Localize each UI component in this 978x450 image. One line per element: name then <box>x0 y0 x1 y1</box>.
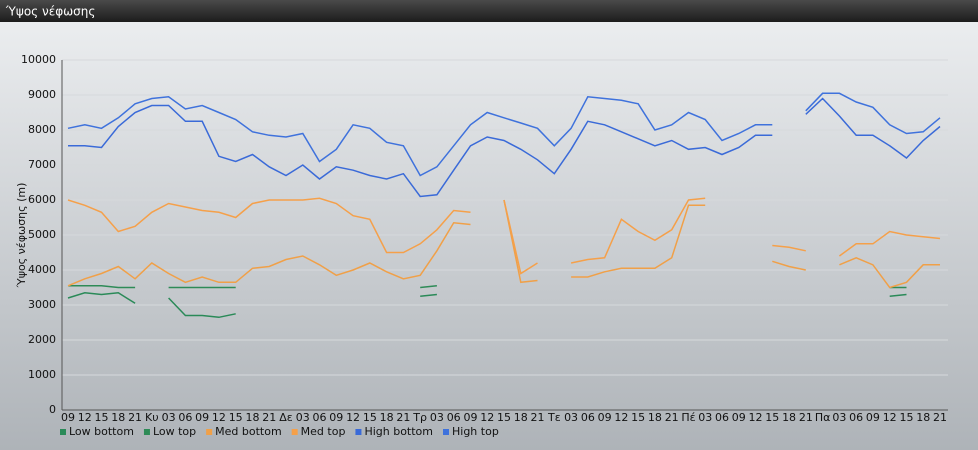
x-tick-label: Δε <box>279 411 293 424</box>
x-tick-label: 12 <box>614 411 628 424</box>
x-tick-label: 15 <box>497 411 511 424</box>
y-tick-label: 1000 <box>28 368 56 381</box>
x-tick-label: 18 <box>380 411 394 424</box>
legend-label: High bottom <box>364 425 433 438</box>
x-tick-label: 18 <box>245 411 259 424</box>
x-tick-label: 15 <box>899 411 913 424</box>
x-tick-label: 09 <box>61 411 75 424</box>
x-tick-label: 09 <box>866 411 880 424</box>
legend-marker <box>206 429 213 435</box>
x-tick-label: 18 <box>782 411 796 424</box>
x-tick-label: 15 <box>229 411 243 424</box>
x-tick-label: 15 <box>631 411 645 424</box>
x-tick-label: 21 <box>799 411 813 424</box>
legend-label: Low top <box>153 425 196 438</box>
x-tick-label: 15 <box>363 411 377 424</box>
y-tick-label: 9000 <box>28 88 56 101</box>
x-tick-label: 09 <box>598 411 612 424</box>
x-tick-label: 03 <box>832 411 846 424</box>
x-tick-label: Κυ <box>145 411 159 424</box>
x-tick-label: 03 <box>296 411 310 424</box>
x-tick-label: 21 <box>396 411 410 424</box>
x-tick-label: 06 <box>447 411 461 424</box>
x-tick-label: 03 <box>430 411 444 424</box>
x-tick-label: 21 <box>531 411 545 424</box>
y-tick-label: 2000 <box>28 333 56 346</box>
series-line <box>68 97 941 198</box>
x-tick-label: Τρ <box>412 411 427 424</box>
series-line <box>67 292 907 319</box>
x-tick-label: 18 <box>916 411 930 424</box>
legend-label: Low bottom <box>69 425 134 438</box>
series-line <box>67 197 941 275</box>
x-tick-label: 18 <box>648 411 662 424</box>
series-line <box>67 199 940 289</box>
x-tick-label: 09 <box>463 411 477 424</box>
y-tick-label: 10000 <box>21 53 56 66</box>
y-tick-label: 7000 <box>28 158 56 171</box>
x-tick-label: 06 <box>178 411 192 424</box>
x-tick-label: 12 <box>346 411 360 424</box>
x-tick-label: 03 <box>162 411 176 424</box>
series-line <box>68 285 907 289</box>
x-tick-label: 21 <box>128 411 142 424</box>
x-tick-label: Πα <box>815 411 831 424</box>
y-tick-label: 8000 <box>28 123 56 136</box>
x-tick-label: Πέ <box>681 411 695 424</box>
x-tick-label: 12 <box>883 411 897 424</box>
chart-title: Ύψος νέφωσης <box>5 5 95 19</box>
x-tick-label: 21 <box>933 411 947 424</box>
y-tick-label: 5000 <box>28 228 56 241</box>
legend-marker <box>291 429 298 435</box>
x-tick-label: 18 <box>111 411 125 424</box>
x-tick-label: 03 <box>698 411 712 424</box>
x-tick-label: 21 <box>262 411 276 424</box>
x-tick-label: 09 <box>195 411 209 424</box>
x-tick-label: 09 <box>329 411 343 424</box>
x-tick-label: 06 <box>849 411 863 424</box>
legend-label: Med bottom <box>215 425 282 438</box>
legend-marker <box>60 429 66 435</box>
y-tick-label: 3000 <box>28 298 56 311</box>
y-tick-label: 0 <box>49 403 56 416</box>
x-tick-label: 21 <box>665 411 679 424</box>
x-tick-label: 15 <box>765 411 779 424</box>
title-bar <box>0 0 978 22</box>
legend-marker <box>443 429 449 435</box>
y-axis-label: Ύψος νέφωσης (m) <box>15 183 28 289</box>
legend-marker <box>355 429 362 435</box>
x-tick-label: 06 <box>715 411 729 424</box>
x-tick-label: Τε <box>547 411 561 424</box>
legend-label: Med top <box>301 425 346 438</box>
x-tick-label: 18 <box>514 411 528 424</box>
series-line <box>67 92 941 177</box>
y-tick-label: 6000 <box>28 193 56 206</box>
x-tick-label: 06 <box>581 411 595 424</box>
y-tick-label: 4000 <box>28 263 56 276</box>
x-tick-label: 12 <box>212 411 226 424</box>
legend-marker <box>143 429 150 435</box>
x-tick-label: 15 <box>95 411 109 424</box>
legend-label: High top <box>452 425 499 438</box>
x-tick-label: 12 <box>749 411 763 424</box>
x-tick-label: 09 <box>732 411 746 424</box>
x-tick-label: 12 <box>480 411 494 424</box>
x-tick-label: 06 <box>313 411 327 424</box>
x-tick-label: 12 <box>78 411 92 424</box>
x-tick-label: 03 <box>564 411 578 424</box>
